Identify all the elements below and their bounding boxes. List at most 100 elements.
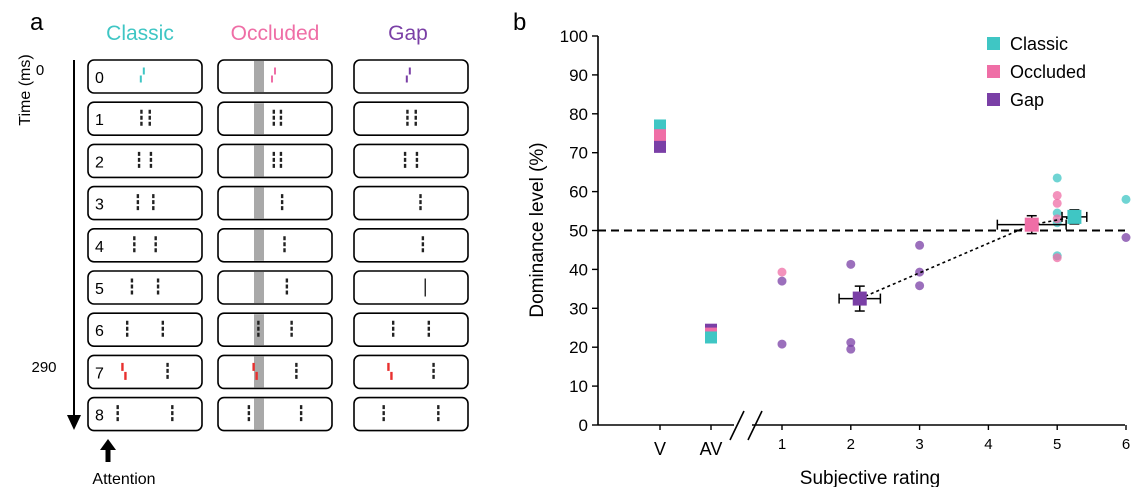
frame-number: 6 xyxy=(95,323,104,340)
panel-b-label: b xyxy=(513,9,526,36)
frame-box xyxy=(87,228,203,263)
legend-swatch-gap xyxy=(987,93,1000,106)
mean-marker-classic xyxy=(1067,209,1082,224)
frame-number: 8 xyxy=(95,408,104,425)
data-point-gap xyxy=(846,338,856,348)
legend-label-classic: Classic xyxy=(1010,34,1068,54)
frame-box xyxy=(353,185,469,221)
data-point-gap xyxy=(777,276,787,286)
frame-box xyxy=(217,312,333,348)
frame-box xyxy=(87,312,203,348)
x-tick-label: 1 xyxy=(778,436,786,453)
data-point-gap xyxy=(846,344,856,354)
data-point-classic xyxy=(1121,194,1131,204)
y-tick-label: 100 xyxy=(560,27,588,46)
occluder xyxy=(254,145,264,177)
frame-box xyxy=(87,143,203,179)
y-tick-label: 80 xyxy=(569,105,588,124)
frame-box xyxy=(353,270,469,305)
data-point-classic xyxy=(1052,173,1062,183)
v-mean-classic xyxy=(654,119,666,132)
v-mean-gap xyxy=(654,140,666,153)
x-tick-label-v: V xyxy=(654,439,666,459)
occluder xyxy=(254,229,264,261)
frame-number: 4 xyxy=(95,239,104,256)
time-tick-290: 290 xyxy=(31,359,56,376)
frame-box xyxy=(217,228,333,263)
frame-box xyxy=(217,59,333,94)
frame-box xyxy=(217,185,333,221)
occluder xyxy=(254,272,264,303)
occluder xyxy=(254,61,264,92)
time-arrow-head xyxy=(67,415,81,430)
x-tick-label-av: AV xyxy=(700,439,723,459)
time-tick-0: 0 xyxy=(36,62,44,79)
frame-number: 1 xyxy=(95,112,104,129)
column-title-gap: Gap xyxy=(388,22,428,45)
occluder xyxy=(254,103,264,135)
legend-swatch-classic xyxy=(987,37,1000,50)
frame-box xyxy=(353,312,469,348)
frame-box xyxy=(217,270,333,305)
av-mean-classic xyxy=(705,331,717,344)
axis-break-mark xyxy=(747,410,763,441)
y-tick-label: 90 xyxy=(569,66,588,85)
mean-marker-gap xyxy=(852,291,867,306)
column-title-classic: Classic xyxy=(106,22,174,45)
y-tick-label: 20 xyxy=(569,338,588,357)
mean-marker-occluded xyxy=(1024,217,1039,232)
frame-number: 2 xyxy=(95,154,104,171)
frame-box xyxy=(353,101,469,136)
data-point-gap xyxy=(1121,233,1131,243)
y-tick-label: 50 xyxy=(569,222,588,241)
attention-label: Attention xyxy=(92,471,155,487)
time-axis-label: Time (ms) xyxy=(17,54,34,125)
data-point-gap xyxy=(777,339,787,349)
data-point-occluded xyxy=(777,267,787,277)
y-tick-label: 30 xyxy=(569,299,588,318)
frame-box xyxy=(353,354,469,390)
frame-box xyxy=(217,354,333,390)
y-tick-label: 10 xyxy=(569,377,588,396)
trend-line xyxy=(859,216,1075,300)
legend-label-gap: Gap xyxy=(1010,90,1044,110)
frame-number: 3 xyxy=(95,197,104,214)
axis-break-mark xyxy=(729,410,745,441)
data-point-gap xyxy=(846,259,856,269)
x-tick-label: 4 xyxy=(984,436,992,453)
frame-box xyxy=(217,396,333,432)
occluder xyxy=(254,398,264,430)
frame-number: 0 xyxy=(95,70,104,87)
y-tick-label: 70 xyxy=(569,144,588,163)
frame-box xyxy=(87,59,203,94)
frame-box xyxy=(353,143,469,179)
y-tick-label: 60 xyxy=(569,183,588,202)
data-point-occluded xyxy=(1052,190,1062,200)
x-axis-label: Subjective rating xyxy=(800,468,940,487)
legend-label-occluded: Occluded xyxy=(1010,62,1086,82)
v-mean-occluded xyxy=(654,129,666,142)
x-tick-label: 6 xyxy=(1122,436,1130,453)
data-point-gap xyxy=(915,281,925,291)
x-tick-label: 2 xyxy=(847,436,855,453)
x-tick-label: 3 xyxy=(915,436,923,453)
frame-box xyxy=(87,354,203,390)
y-tick-label: 40 xyxy=(569,260,588,279)
legend-swatch-occluded xyxy=(987,65,1000,78)
y-axis-label: Dominance level (%) xyxy=(527,142,548,317)
column-title-occluded: Occluded xyxy=(231,22,320,45)
frame-number: 7 xyxy=(95,365,104,382)
data-point-gap xyxy=(915,240,925,250)
x-tick-label: 5 xyxy=(1053,436,1061,453)
y-tick-label: 0 xyxy=(579,416,588,435)
frame-number: 5 xyxy=(95,281,104,298)
occluder xyxy=(254,356,264,388)
attention-arrow-head xyxy=(100,439,116,450)
data-point-occluded xyxy=(1052,198,1062,208)
frame-box xyxy=(353,228,469,263)
frame-box xyxy=(87,270,203,305)
panel-a-label: a xyxy=(30,9,44,36)
